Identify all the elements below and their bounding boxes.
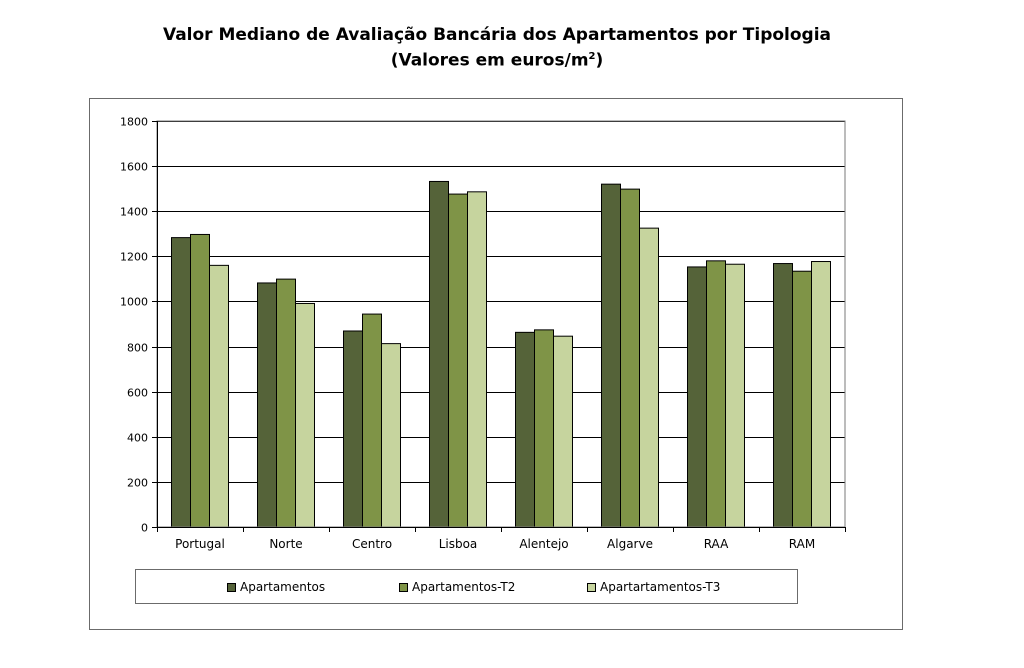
chart-title-line2-prefix: (Valores em euros/m	[390, 50, 589, 71]
chart-frame	[89, 98, 903, 630]
legend-item-apartamentos-t3: Apartartamentos-T3	[587, 580, 720, 594]
bar	[792, 270, 812, 528]
legend-label-apartamentos: Apartamentos	[240, 580, 326, 594]
x-tick-label: Lisboa	[439, 537, 478, 551]
chart-title-line2-suffix: )	[595, 50, 604, 71]
legend-swatch-apartamentos	[227, 582, 236, 592]
y-tick-label: 600	[127, 387, 148, 400]
chart-title-line2-sup: 2	[588, 51, 596, 62]
bar	[601, 183, 621, 528]
x-tick-label: Alentejo	[519, 537, 568, 551]
axes	[152, 120, 846, 532]
bar	[209, 264, 229, 528]
bar	[295, 302, 315, 528]
y-tick-label: 200	[127, 477, 148, 490]
bar	[257, 282, 277, 528]
legend-label-apartamentos-t2: Apartamentos-T2	[412, 580, 516, 594]
x-tick-label: RAM	[789, 537, 815, 551]
x-tick-label: Algarve	[607, 537, 653, 551]
y-tick-label: 1800	[120, 116, 148, 129]
y-tick-labels: 0 200 400 600 800 1000 1200 1400 1600 1800	[120, 116, 148, 535]
legend-swatch-apartamentos-t3	[587, 582, 596, 592]
chart-title: Valor Mediano de Avaliação Bancária dos …	[0, 24, 994, 72]
bar	[773, 263, 793, 528]
bar	[190, 233, 210, 528]
bar	[448, 193, 468, 528]
bar	[171, 237, 191, 528]
legend-item-apartamentos-t2: Apartamentos-T2	[399, 580, 515, 594]
y-tick-label: 1600	[120, 161, 148, 174]
bar	[381, 343, 401, 528]
bar	[639, 227, 659, 528]
bar	[687, 266, 707, 528]
legend: Apartamentos Apartamentos-T2 Apartartame…	[135, 569, 798, 604]
x-tick-label: Centro	[352, 537, 392, 551]
bar	[725, 263, 745, 528]
y-tick-label: 0	[141, 522, 148, 535]
y-tick-label: 1200	[120, 251, 148, 264]
x-tick-labels: Portugal Norte Centro Lisboa Alentejo Algarve…	[175, 537, 815, 551]
bar	[620, 188, 640, 528]
legend-swatch-apartamentos-t2	[399, 582, 408, 592]
legend-item-apartamentos: Apartamentos	[227, 580, 325, 594]
chart-title-line1: Valor Mediano de Avaliação Bancária dos …	[162, 25, 832, 45]
bar	[362, 313, 382, 528]
bar	[429, 180, 449, 528]
y-tick-label: 1400	[120, 206, 148, 219]
y-tick-label: 1000	[120, 296, 148, 309]
y-tick-label: 800	[127, 342, 148, 355]
bar	[553, 335, 573, 528]
bar	[276, 278, 296, 528]
bar	[811, 261, 831, 528]
chart-title-line2: (Valores em euros/m2)	[0, 46, 994, 72]
x-tick-label: Norte	[269, 537, 302, 551]
bar	[706, 260, 726, 528]
bar	[343, 330, 363, 528]
y-tick-label: 400	[127, 432, 148, 445]
bar	[534, 329, 554, 528]
bar	[515, 331, 535, 528]
bar	[467, 191, 487, 528]
bars	[171, 180, 831, 528]
legend-label-apartamentos-t3: Apartartamentos-T3	[600, 580, 721, 594]
x-tick-label: RAA	[704, 537, 729, 551]
x-tick-label: Portugal	[175, 537, 225, 551]
